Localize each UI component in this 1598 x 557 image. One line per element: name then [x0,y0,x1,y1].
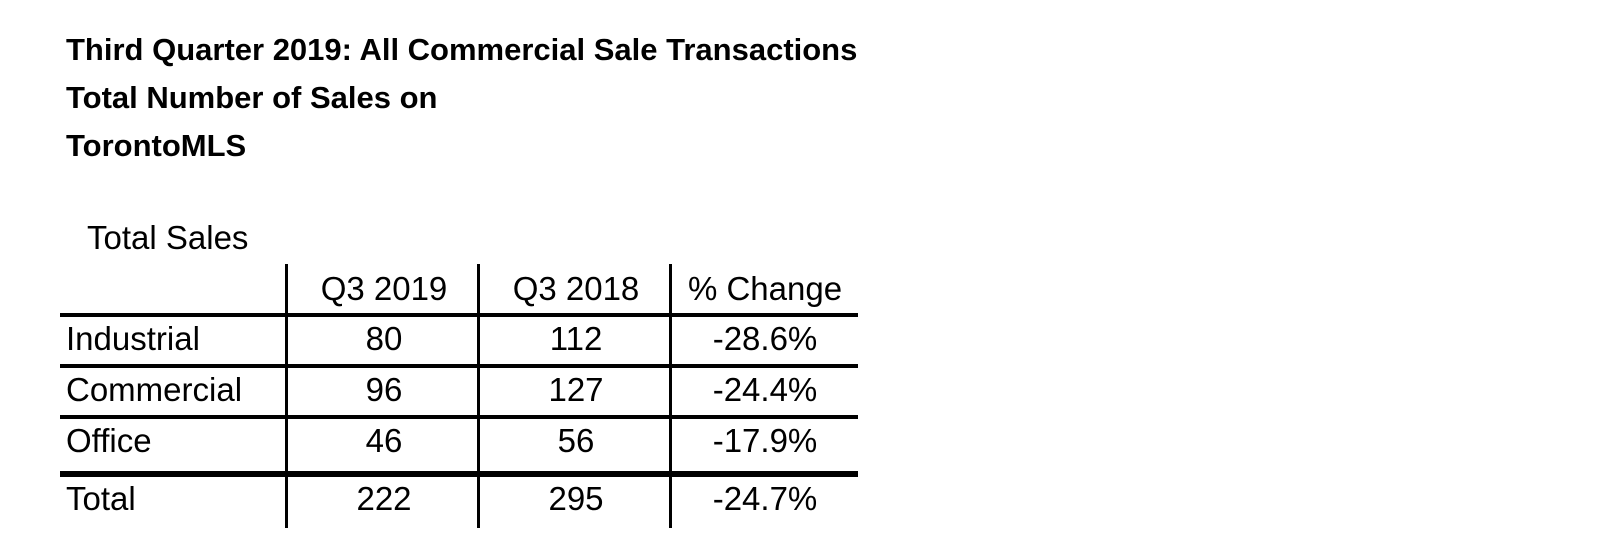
total-divider [60,471,858,477]
cell-commercial-q3-2018: 127 [548,371,604,408]
table-caption: Total Sales [87,219,249,256]
cell-total-q3-2018: 295 [548,480,604,517]
column-header-q3-2019: Q3 2019 [320,270,448,307]
row-label-industrial: Industrial [66,320,200,357]
column-divider [477,264,480,528]
heading-line-2: Total Number of Sales on [66,80,438,115]
row-divider [60,415,858,419]
row-label-total: Total [66,480,136,517]
document-heading: Third Quarter 2019: All Commercial Sale … [66,26,857,170]
column-divider [669,264,672,528]
heading-line-1: Third Quarter 2019: All Commercial Sale … [66,32,858,67]
heading-line-3: TorontoMLS [66,128,247,163]
cell-industrial-change: -28.6% [712,320,818,357]
cell-total-change: -24.7% [712,480,818,517]
cell-industrial-q3-2018: 112 [549,320,603,357]
row-label-commercial: Commercial [66,371,243,408]
cell-commercial-change: -24.4% [712,371,818,408]
column-header-q3-2018: Q3 2018 [512,270,640,307]
cell-industrial-q3-2019: 80 [365,320,403,357]
row-divider [60,364,858,368]
column-header-percent-change: % Change [687,270,843,307]
cell-commercial-q3-2019: 96 [365,371,403,408]
cell-office-change: -17.9% [712,422,818,459]
cell-office-q3-2019: 46 [365,422,403,459]
row-label-office: Office [66,422,152,459]
cell-total-q3-2019: 222 [356,480,412,517]
column-divider [285,264,288,528]
cell-office-q3-2018: 56 [557,422,595,459]
sales-table: Q3 2019 Q3 2018 % Change Industrial 80 1… [60,264,860,528]
row-divider [60,313,858,317]
